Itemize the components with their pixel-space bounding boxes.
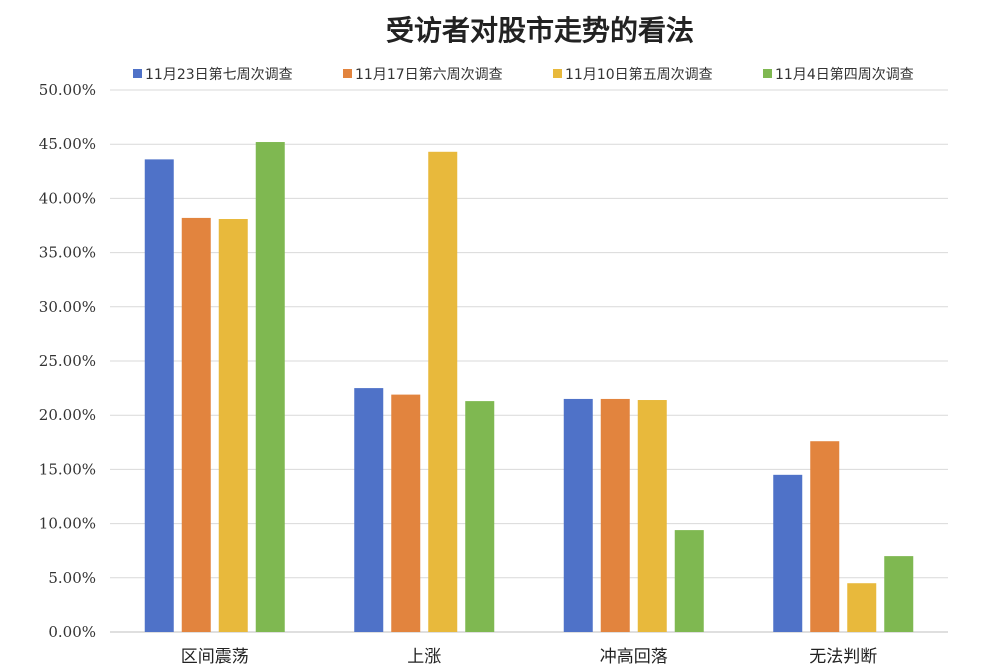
y-axis-ticks: 0.00% 5.00% 10.00% 15.00% 20.00% 25.00% 30.00%… — [39, 81, 96, 641]
bar — [674, 530, 704, 632]
y-tick-label: 10.00% — [39, 515, 96, 533]
y-tick-label: 50.00% — [39, 81, 96, 99]
bar — [144, 159, 174, 632]
y-tick-label: 20.00% — [39, 406, 96, 424]
bar — [773, 474, 803, 632]
y-tick-label: 40.00% — [39, 189, 96, 207]
chart-title: 受访者对股市走势的看法 — [386, 14, 694, 47]
bar — [884, 556, 914, 632]
x-category-label: 无法判断 — [809, 647, 877, 667]
legend-swatch — [763, 69, 772, 78]
bar — [391, 394, 421, 632]
y-tick-label: 30.00% — [39, 298, 96, 316]
x-axis-categories: 区间震荡 上涨 冲高回落 无法判断 — [181, 647, 878, 667]
x-category-label: 区间震荡 — [181, 647, 249, 667]
legend: 11月23日第七周次调查 11月17日第六周次调查 11月10日第五周次调查 11月4… — [133, 66, 914, 83]
y-tick-label: 0.00% — [48, 623, 96, 641]
bar — [218, 218, 248, 632]
legend-swatch — [553, 69, 562, 78]
y-tick-label: 15.00% — [39, 460, 96, 478]
bar — [637, 400, 667, 632]
legend-label: 11月10日第五周次调查 — [565, 66, 713, 83]
bar — [354, 388, 384, 632]
bars — [144, 142, 914, 633]
y-tick-label: 5.00% — [48, 569, 96, 587]
bar — [847, 583, 877, 632]
y-tick-label: 25.00% — [39, 352, 96, 370]
gridlines — [110, 89, 948, 633]
x-category-label: 上涨 — [407, 647, 441, 667]
y-tick-label: 45.00% — [39, 135, 96, 153]
bar — [465, 401, 495, 632]
bar — [563, 398, 593, 632]
legend-label: 11月23日第七周次调查 — [145, 66, 293, 83]
bar — [428, 151, 458, 632]
legend-swatch — [133, 69, 142, 78]
bar — [181, 217, 211, 633]
bar — [810, 441, 840, 632]
y-tick-label: 35.00% — [39, 244, 96, 262]
legend-swatch — [343, 69, 352, 78]
legend-label: 11月4日第四周次调查 — [775, 66, 914, 83]
bar — [255, 142, 285, 633]
x-category-label: 冲高回落 — [600, 647, 668, 667]
legend-label: 11月17日第六周次调查 — [355, 66, 503, 83]
bar — [600, 398, 630, 632]
